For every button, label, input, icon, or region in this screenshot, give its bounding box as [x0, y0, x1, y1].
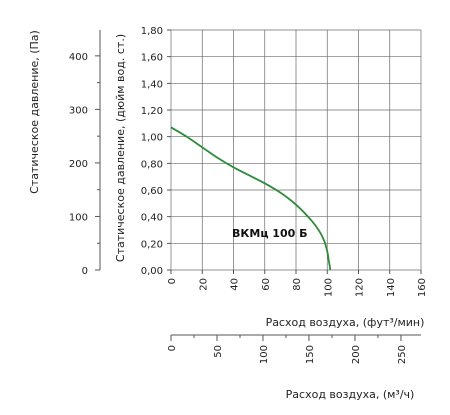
secondary-x-tick-label: 50: [213, 345, 224, 358]
primary-y-tick-label: 0,40: [141, 213, 163, 224]
secondary-y-tick-label: 300: [69, 105, 88, 116]
primary-x-tick-label: 120: [355, 278, 366, 297]
primary-x-tick-label: 20: [198, 278, 209, 291]
secondary-x-tick-label: 250: [397, 345, 408, 364]
primary-x-tick-label: 0: [167, 278, 178, 284]
primary-x-tick-label: 100: [323, 278, 334, 297]
primary-y-tick-label: 0,20: [141, 239, 163, 250]
grid: [170, 29, 422, 271]
primary-x-tick-label: 140: [386, 278, 397, 297]
primary-y-tick-label: 0,60: [141, 186, 163, 197]
series-label-vkmc-100-b: ВКМц 100 Б: [232, 227, 307, 240]
secondary-x-axis-title: Расход воздуха, (м³/ч): [286, 388, 415, 401]
primary-y-tick-label: 1,20: [141, 106, 163, 117]
secondary-y-axis-title: Статическое давление, (Па): [28, 30, 41, 194]
tick-labels: 0,00 0,20 0,40 0,60 0,80 1,00 1,20 1,40 1,60 1,80…: [69, 26, 428, 364]
primary-y-tick-label: 1,80: [141, 26, 163, 37]
primary-x-axis-title: Расход воздуха, (фут³/мин): [266, 316, 425, 329]
secondary-x-tick-label: 100: [259, 345, 270, 364]
primary-x-tick-label: 60: [261, 278, 272, 291]
secondary-x-tick-label: 0: [167, 345, 178, 351]
secondary-y-tick-label: 100: [69, 212, 88, 223]
secondary-x-tick-label: 200: [351, 345, 362, 364]
primary-y-tick-label: 0,00: [141, 266, 163, 277]
primary-y-tick-label: 1,00: [141, 133, 163, 144]
secondary-x-tick-label: 150: [305, 345, 316, 364]
series-curve-vkmc-100-b: [170, 126, 332, 271]
series: [170, 126, 332, 271]
axes: [95, 29, 422, 341]
primary-x-tick-label: 80: [292, 278, 303, 291]
secondary-y-tick-label: 0: [82, 266, 88, 277]
secondary-y-tick-label: 400: [69, 52, 88, 63]
primary-y-tick-label: 1,60: [141, 53, 163, 64]
secondary-y-tick-label: 200: [69, 159, 88, 170]
primary-y-tick-label: 0,80: [141, 159, 163, 170]
primary-x-tick-label: 40: [230, 278, 241, 291]
primary-x-tick-label: 160: [417, 278, 428, 297]
primary-y-tick-label: 1,40: [141, 79, 163, 90]
primary-y-axis-title: Статическое давление, (дюйм вод. ст.): [114, 34, 127, 262]
